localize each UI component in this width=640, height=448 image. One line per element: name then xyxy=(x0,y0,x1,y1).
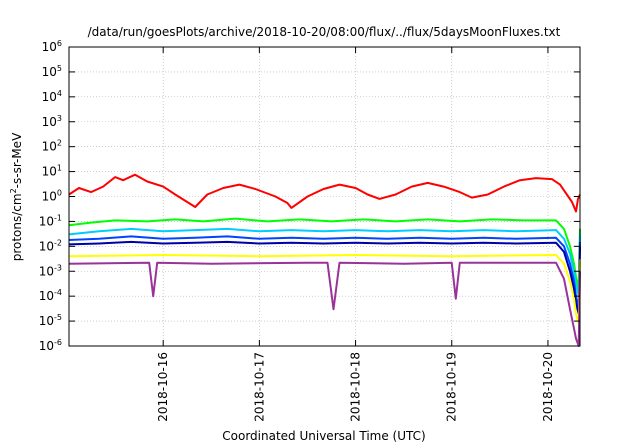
y-tick-label: 106 xyxy=(42,39,62,54)
grid xyxy=(69,46,580,347)
y-axis-label-rest: -s-sr-MeV xyxy=(10,132,24,188)
x-tick-label: 2018-10-18 xyxy=(349,352,363,422)
axis-ticks: 10-6 10-5 10-4 10-3 10-2 10-1 100 101 102 103 104 1… xyxy=(39,39,580,422)
series-line-5 xyxy=(68,240,581,315)
y-tick-label: 10-5 xyxy=(39,313,62,328)
y-tick-label: 103 xyxy=(42,114,62,129)
y-tick-label: 102 xyxy=(42,139,62,154)
series-line-1 xyxy=(68,173,581,213)
y-tick-label: 10-2 xyxy=(39,238,62,253)
plot-frame xyxy=(68,46,581,347)
x-tick-label: 2018-10-20 xyxy=(541,352,555,422)
series-line-6 xyxy=(68,254,581,325)
y-tick-label: 105 xyxy=(42,64,62,79)
y-axis-label-sup: 2 xyxy=(9,188,18,193)
y-tick-label: 10-3 xyxy=(39,263,62,278)
x-tick-label: 2018-10-19 xyxy=(445,352,459,422)
y-tick-label: 100 xyxy=(42,189,62,204)
y-tick-label: 104 xyxy=(42,89,62,104)
series-line-3 xyxy=(68,227,581,298)
x-tick-label: 2018-10-16 xyxy=(156,352,170,422)
y-tick-label: 101 xyxy=(42,164,62,179)
x-axis-label: Coordinated Universal Time (UTC) xyxy=(222,429,425,443)
y-tick-label: 10-1 xyxy=(39,213,62,228)
series-line-4 xyxy=(68,235,581,311)
x-tick-label: 2018-10-17 xyxy=(252,352,266,422)
y-axis-label: protons/cm2-s-sr-MeV xyxy=(9,132,24,261)
y-axis-label-base: protons/cm xyxy=(10,193,24,261)
series-lines xyxy=(68,173,581,347)
y-tick-label: 10-6 xyxy=(39,338,62,353)
series-line-7 xyxy=(68,261,581,347)
series-line-2 xyxy=(68,217,581,290)
y-tick-label: 10-4 xyxy=(39,288,62,303)
chart-title: /data/run/goesPlots/archive/2018-10-20/0… xyxy=(88,25,561,39)
